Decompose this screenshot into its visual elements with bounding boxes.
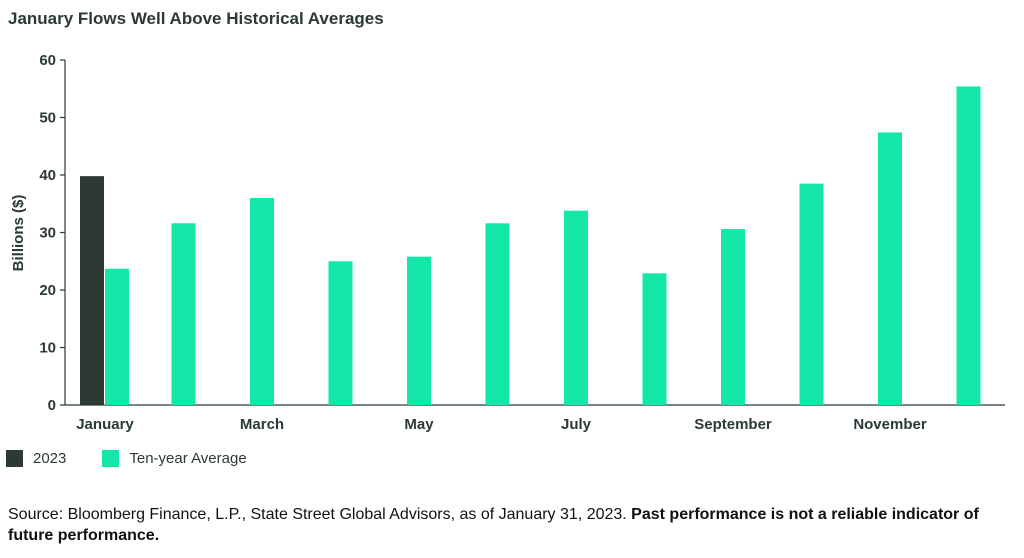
legend: 2023 Ten-year Average: [6, 450, 283, 467]
source-text: Source: Bloomberg Finance, L.P., State S…: [8, 506, 632, 523]
source-note: Source: Bloomberg Finance, L.P., State S…: [8, 504, 998, 546]
bar-ten-year-average-august: [642, 273, 667, 405]
x-tick-label: November: [853, 416, 927, 433]
legend-label: Ten-year Average: [129, 450, 247, 467]
y-tick-label: 60: [39, 52, 56, 69]
bar-ten-year-average-february: [171, 223, 196, 405]
y-tick-label: 0: [48, 397, 56, 414]
y-axis-label: Billions ($): [10, 195, 27, 272]
y-tick-label: 20: [39, 282, 56, 299]
x-tick-label: May: [404, 416, 434, 433]
x-tick-label: March: [240, 416, 284, 433]
x-tick-label: September: [694, 416, 772, 433]
bar-ten-year-average-december: [956, 86, 981, 405]
legend-swatch: [6, 450, 23, 467]
bar-ten-year-average-january: [105, 268, 129, 405]
bar-ten-year-average-october: [799, 183, 824, 405]
y-tick-label: 50: [39, 110, 56, 127]
bar-ten-year-average-may: [407, 256, 431, 405]
bar-ten-year-average-april: [328, 261, 353, 405]
bar-2023-january: [80, 176, 104, 405]
bar-ten-year-average-july: [564, 210, 588, 405]
bar-ten-year-average-march: [250, 198, 274, 405]
y-tick-label: 40: [39, 167, 56, 184]
legend-item: 2023: [6, 450, 66, 467]
y-tick-label: 30: [39, 225, 56, 242]
chart-title: January Flows Well Above Historical Aver…: [8, 9, 384, 28]
bar-ten-year-average-june: [485, 223, 510, 405]
bar-ten-year-average-november: [878, 132, 902, 405]
legend-item: Ten-year Average: [102, 450, 247, 467]
bar-ten-year-average-september: [721, 229, 745, 405]
y-axis: 0 10 20 30 40 50 60: [39, 52, 66, 414]
bar-chart: 0 10 20 30 40 50 60 January March May July Septemb…: [10, 52, 1005, 433]
bars: [80, 86, 981, 405]
x-tick-label: January: [76, 416, 134, 433]
y-tick-label: 10: [39, 340, 56, 357]
x-tick-label: July: [561, 416, 592, 433]
disclaimer-text: Past performance is not a reliable indic…: [8, 506, 979, 544]
legend-swatch: [102, 450, 120, 467]
x-axis: January March May July September November: [65, 404, 1005, 433]
legend-label: 2023: [33, 450, 67, 467]
